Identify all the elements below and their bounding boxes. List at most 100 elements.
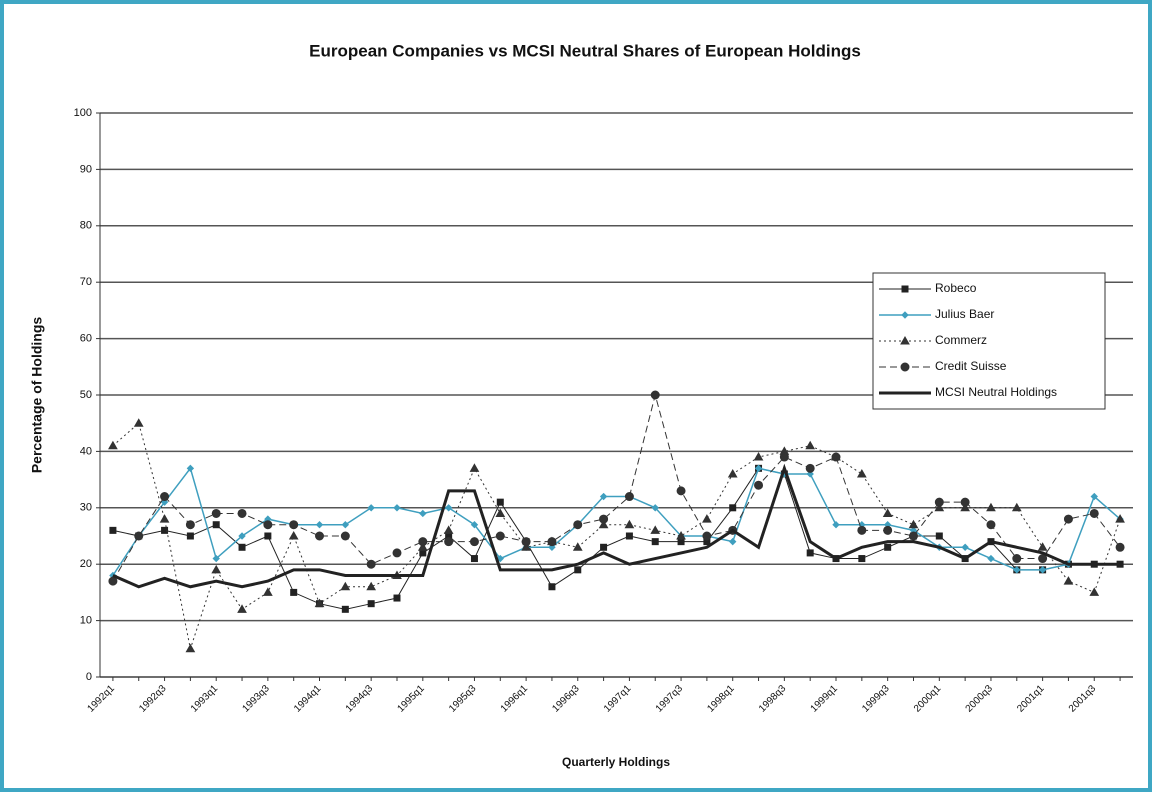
data-point (831, 452, 841, 462)
data-point (392, 548, 402, 558)
data-point (289, 520, 299, 530)
data-point (599, 514, 609, 524)
y-tick-label: 40 (80, 445, 92, 457)
data-point (108, 440, 118, 450)
data-point (650, 390, 660, 400)
data-point (470, 555, 478, 563)
data-point (883, 525, 893, 535)
data-point (961, 543, 969, 551)
legend: Robeco Julius Baer Commerz Credit Suisse MCS… (872, 272, 1106, 410)
data-point (753, 452, 764, 461)
data-point (1115, 514, 1125, 523)
data-point (521, 542, 531, 551)
data-point (159, 514, 170, 523)
data-point (418, 537, 428, 547)
legend-marker (900, 362, 910, 372)
data-point (366, 559, 376, 569)
data-point (779, 452, 789, 462)
data-point (934, 497, 944, 507)
data-point (858, 555, 866, 563)
data-point (469, 463, 480, 472)
data-point (754, 480, 764, 490)
y-tick-label: 10 (80, 615, 92, 627)
data-point (754, 464, 763, 473)
data-point (599, 492, 608, 501)
data-point (238, 532, 246, 540)
data-point (805, 440, 816, 450)
data-point (443, 525, 454, 534)
data-point (367, 504, 375, 512)
data-point (314, 598, 325, 608)
data-point (729, 504, 737, 512)
data-point (702, 531, 712, 541)
data-point (495, 508, 506, 517)
data-point (340, 581, 351, 591)
data-point (1011, 502, 1022, 512)
data-point (185, 520, 195, 530)
data-point (315, 521, 324, 529)
series-line (112, 466, 1121, 576)
data-point (264, 532, 272, 540)
data-point (315, 531, 325, 541)
data-point (676, 530, 686, 540)
data-point (417, 542, 428, 551)
y-tick-label: 0 (86, 671, 92, 683)
data-point (1037, 542, 1048, 551)
data-point (393, 594, 401, 602)
data-point (340, 531, 350, 541)
data-point (341, 521, 350, 529)
y-tick-label: 90 (80, 163, 92, 175)
y-tick-label: 20 (80, 558, 92, 570)
chart-title: European Companies vs MCSI Neutral Share… (309, 41, 861, 60)
data-point (908, 531, 918, 541)
data-point (521, 537, 531, 547)
data-point (160, 492, 170, 502)
data-point (109, 526, 117, 534)
data-point (186, 464, 195, 473)
legend-marker (901, 311, 909, 319)
data-point (960, 497, 970, 507)
data-point (986, 520, 996, 530)
data-point (469, 537, 479, 547)
data-point (238, 543, 246, 551)
data-point (186, 532, 194, 540)
data-point (419, 549, 427, 557)
data-point (1089, 587, 1100, 596)
data-point (1012, 554, 1022, 564)
data-point (908, 519, 919, 529)
y-tick-label: 100 (74, 107, 92, 119)
data-point (290, 588, 298, 596)
legend-label: Julius Baer (935, 307, 994, 321)
data-point (1115, 542, 1125, 552)
data-point (548, 583, 556, 591)
data-point (263, 587, 273, 596)
data-point (393, 504, 401, 512)
data-point (935, 532, 943, 540)
legend-marker (900, 335, 910, 345)
data-point (624, 519, 635, 529)
legend-label: Robeco (935, 281, 977, 295)
data-point (600, 543, 608, 551)
data-point (366, 581, 377, 591)
series-line (112, 393, 1121, 582)
data-point (1089, 508, 1099, 518)
legend-label: Credit Suisse (935, 359, 1007, 373)
data-point (857, 525, 867, 535)
data-point (987, 554, 995, 563)
data-point (884, 543, 892, 551)
series-line (112, 463, 1121, 589)
data-point (108, 576, 118, 586)
data-point (547, 537, 557, 547)
data-point (496, 498, 504, 506)
y-tick-label: 70 (80, 276, 92, 288)
data-point (729, 537, 737, 546)
legend-label: MCSI Neutral Holdings (935, 385, 1057, 399)
data-point (1013, 566, 1021, 574)
data-point (624, 492, 634, 502)
data-point (986, 502, 996, 512)
data-point (444, 537, 454, 547)
data-point (806, 549, 814, 557)
y-tick-label: 50 (80, 389, 92, 401)
data-point (650, 525, 661, 534)
